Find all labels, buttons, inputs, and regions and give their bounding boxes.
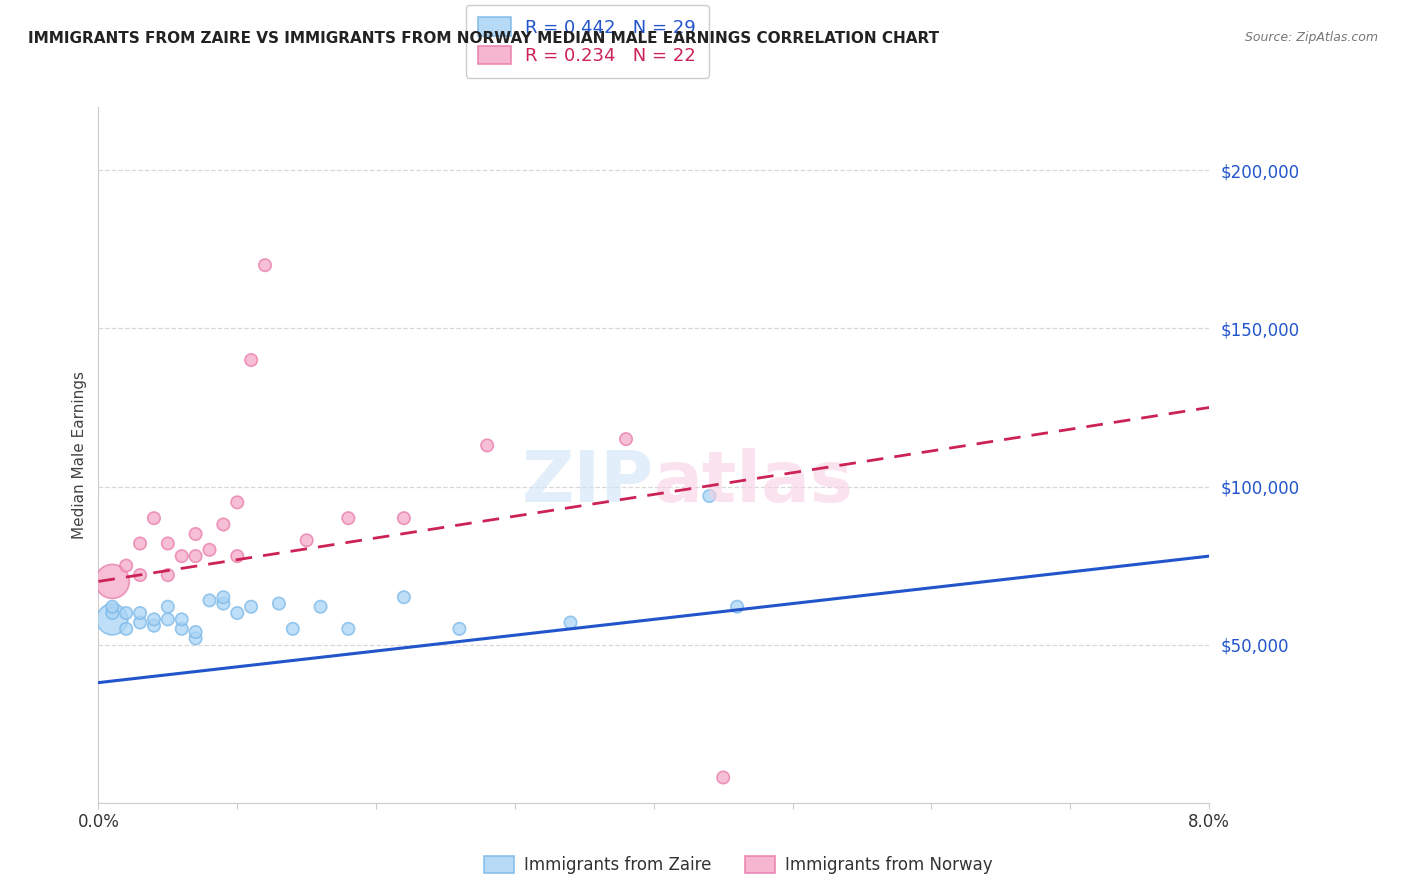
Point — [240, 353, 263, 368]
Point — [143, 618, 166, 632]
Point — [101, 612, 124, 626]
Text: ZIP: ZIP — [522, 449, 654, 517]
Point — [129, 536, 152, 550]
Point — [129, 615, 152, 630]
Point — [184, 632, 207, 646]
Point — [392, 591, 415, 605]
Point — [253, 258, 276, 272]
Point — [392, 511, 415, 525]
Point — [198, 542, 221, 557]
Point — [156, 599, 179, 614]
Point — [115, 606, 138, 620]
Point — [226, 606, 249, 620]
Point — [614, 432, 637, 446]
Point — [212, 597, 235, 611]
Point — [295, 533, 318, 548]
Point — [184, 625, 207, 640]
Legend: Immigrants from Zaire, Immigrants from Norway: Immigrants from Zaire, Immigrants from N… — [477, 849, 1000, 881]
Point — [475, 438, 499, 452]
Point — [267, 597, 290, 611]
Point — [449, 622, 471, 636]
Point — [170, 622, 193, 636]
Point — [281, 622, 304, 636]
Point — [226, 549, 249, 563]
Point — [240, 599, 263, 614]
Point — [101, 606, 124, 620]
Point — [212, 591, 235, 605]
Text: IMMIGRANTS FROM ZAIRE VS IMMIGRANTS FROM NORWAY MEDIAN MALE EARNINGS CORRELATION: IMMIGRANTS FROM ZAIRE VS IMMIGRANTS FROM… — [28, 31, 939, 46]
Point — [725, 599, 748, 614]
Point — [143, 612, 166, 626]
Point — [170, 549, 193, 563]
Point — [309, 599, 332, 614]
Y-axis label: Median Male Earnings: Median Male Earnings — [72, 371, 87, 539]
Point — [184, 527, 207, 541]
Point — [212, 517, 235, 532]
Point — [156, 536, 179, 550]
Point — [711, 771, 734, 785]
Point — [170, 612, 193, 626]
Point — [129, 606, 152, 620]
Point — [198, 593, 221, 607]
Point — [115, 558, 138, 573]
Point — [699, 489, 721, 503]
Point — [337, 622, 360, 636]
Point — [560, 615, 582, 630]
Point — [143, 511, 166, 525]
Point — [226, 495, 249, 509]
Text: atlas: atlas — [654, 449, 853, 517]
Legend: R = 0.442   N = 29, R = 0.234   N = 22: R = 0.442 N = 29, R = 0.234 N = 22 — [465, 4, 709, 78]
Point — [115, 622, 138, 636]
Point — [101, 599, 124, 614]
Point — [156, 568, 179, 582]
Point — [337, 511, 360, 525]
Point — [101, 574, 124, 589]
Point — [129, 568, 152, 582]
Text: Source: ZipAtlas.com: Source: ZipAtlas.com — [1244, 31, 1378, 45]
Point — [184, 549, 207, 563]
Point — [156, 612, 179, 626]
